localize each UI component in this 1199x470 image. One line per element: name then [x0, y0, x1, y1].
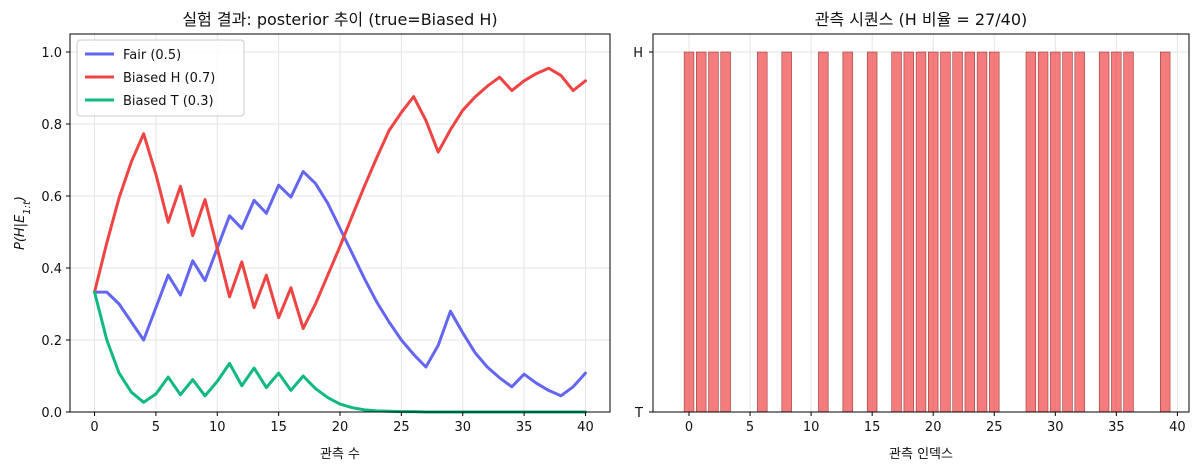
sequence-bar: [928, 51, 939, 413]
right-bars: [683, 51, 1171, 413]
right-x-tick-label: 25: [986, 420, 1003, 435]
sequence-bar: [964, 51, 976, 413]
left-y-ticks: 0.0 0.2 0.4 0.6 0.8 1.0: [41, 46, 70, 421]
sequence-bar: [903, 51, 914, 413]
sequence-bar: [1123, 51, 1134, 413]
sequence-bar: [891, 51, 902, 413]
sequence-bar: [915, 51, 927, 413]
right-plot-frame: [652, 33, 1190, 413]
left-x-tick-label: 15: [270, 420, 287, 435]
left-x-tick-label: 25: [393, 420, 410, 435]
legend: Fair (0.5) Biased H (0.7) Biased T (0.3): [76, 39, 245, 117]
series-line-fair-0-5: [93, 170, 587, 398]
left-x-tick-label: 10: [209, 420, 226, 435]
left-x-tick-label: 40: [577, 420, 594, 435]
sequence-bar: [683, 51, 695, 413]
left-chart-title: 실험 결과: posterior 추이 (true=Biased H): [182, 10, 497, 29]
left-x-axis-label: 관측 수: [320, 447, 360, 462]
series-line-biased-h-0-7: [93, 66, 587, 330]
right-x-tick-label: 10: [803, 420, 820, 435]
left-y-tick-label: 0.6: [41, 190, 62, 205]
sequence-bar: [866, 51, 878, 413]
legend-box: [76, 39, 245, 117]
right-y-ticks: TH: [633, 46, 653, 421]
sequence-bar: [940, 51, 951, 413]
right-x-tick-label: 35: [1108, 420, 1125, 435]
right-x-tick-label: 40: [1169, 420, 1186, 435]
left-x-tick-label: 20: [332, 420, 349, 435]
sequence-bar: [842, 51, 853, 413]
left-x-ticks: 0 5 10 15 20 25 30 35 40: [90, 412, 594, 435]
right-y-tick-label: H: [633, 46, 643, 61]
sequence-bar: [720, 51, 731, 413]
sequence-bar: [1025, 51, 1037, 413]
right-x-ticks: 0 5 10 15 20 25 30 35 40: [685, 412, 1186, 435]
sequence-bar: [952, 51, 963, 413]
right-x-tick-label: 0: [685, 420, 693, 435]
right-x-tick-label: 30: [1047, 420, 1064, 435]
sequence-bar: [1160, 51, 1171, 413]
sequence-chart: 0 5 10 15 20 25 30 35 40 TH 관측 시퀀스 (H 비율 = 27/40…: [633, 10, 1190, 462]
sequence-bar: [1037, 51, 1049, 413]
sequence-bar: [696, 51, 707, 413]
right-x-tick-label: 5: [746, 420, 754, 435]
left-x-tick-label: 0: [90, 420, 98, 435]
sequence-bar: [781, 51, 792, 413]
sequence-bar: [1074, 51, 1085, 413]
left-y-tick-label: 0.4: [41, 262, 62, 277]
legend-label-biased-h: Biased H (0.7): [123, 71, 215, 86]
sequence-bar: [989, 51, 1000, 413]
sequence-bar: [818, 51, 829, 413]
sequence-bar: [1050, 51, 1061, 413]
left-y-tick-label: 0.2: [41, 334, 62, 349]
right-x-tick-label: 15: [864, 420, 881, 435]
sequence-bar: [1098, 51, 1110, 413]
sequence-bar: [976, 51, 988, 413]
left-x-tick-label: 30: [454, 420, 471, 435]
left-y-tick-label: 0.8: [41, 118, 62, 133]
right-x-tick-label: 20: [925, 420, 942, 435]
sequence-bar: [1062, 51, 1073, 413]
posterior-chart: 0 5 10 15 20 25 30 35 40 0.0 0.2 0.4 0.6 0.8 1.0 실험 결…: [13, 10, 611, 462]
left-grid: [70, 34, 610, 413]
left-y-tick-label: 0.0: [41, 406, 62, 421]
right-y-tick-label: T: [634, 406, 643, 421]
left-y-axis-label: P(H|E1:t): [13, 196, 33, 250]
right-x-axis-label: 관측 인덱스: [889, 447, 953, 462]
legend-label-fair: Fair (0.5): [123, 48, 181, 63]
sequence-bar: [757, 51, 768, 413]
left-x-tick-label: 35: [516, 420, 533, 435]
sequence-bar: [708, 51, 719, 413]
right-chart-title: 관측 시퀀스 (H 비율 = 27/40): [815, 10, 1028, 29]
legend-label-biased-t: Biased T (0.3): [123, 94, 214, 109]
sequence-bar: [1111, 51, 1122, 413]
left-x-tick-label: 5: [152, 420, 160, 435]
left-y-tick-label: 1.0: [41, 46, 62, 61]
